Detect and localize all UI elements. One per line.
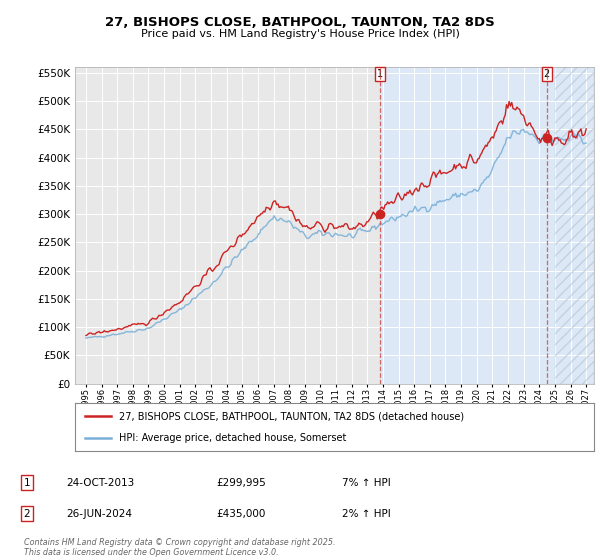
Text: HPI: Average price, detached house, Somerset: HPI: Average price, detached house, Some… bbox=[119, 433, 346, 443]
Bar bbox=[380, 67, 594, 384]
Text: 7% ↑ HPI: 7% ↑ HPI bbox=[342, 478, 391, 488]
Text: 2% ↑ HPI: 2% ↑ HPI bbox=[342, 508, 391, 519]
Text: 1: 1 bbox=[23, 478, 31, 488]
Text: 24-OCT-2013: 24-OCT-2013 bbox=[66, 478, 134, 488]
Text: 27, BISHOPS CLOSE, BATHPOOL, TAUNTON, TA2 8DS (detached house): 27, BISHOPS CLOSE, BATHPOOL, TAUNTON, TA… bbox=[119, 411, 464, 421]
Text: 1: 1 bbox=[377, 69, 383, 79]
Text: £299,995: £299,995 bbox=[216, 478, 266, 488]
Text: £435,000: £435,000 bbox=[216, 508, 265, 519]
Text: 26-JUN-2024: 26-JUN-2024 bbox=[66, 508, 132, 519]
Text: 2: 2 bbox=[544, 69, 550, 79]
Text: 2: 2 bbox=[23, 508, 31, 519]
Text: 27, BISHOPS CLOSE, BATHPOOL, TAUNTON, TA2 8DS: 27, BISHOPS CLOSE, BATHPOOL, TAUNTON, TA… bbox=[105, 16, 495, 29]
Text: Price paid vs. HM Land Registry's House Price Index (HPI): Price paid vs. HM Land Registry's House … bbox=[140, 29, 460, 39]
Text: Contains HM Land Registry data © Crown copyright and database right 2025.
This d: Contains HM Land Registry data © Crown c… bbox=[24, 538, 335, 557]
